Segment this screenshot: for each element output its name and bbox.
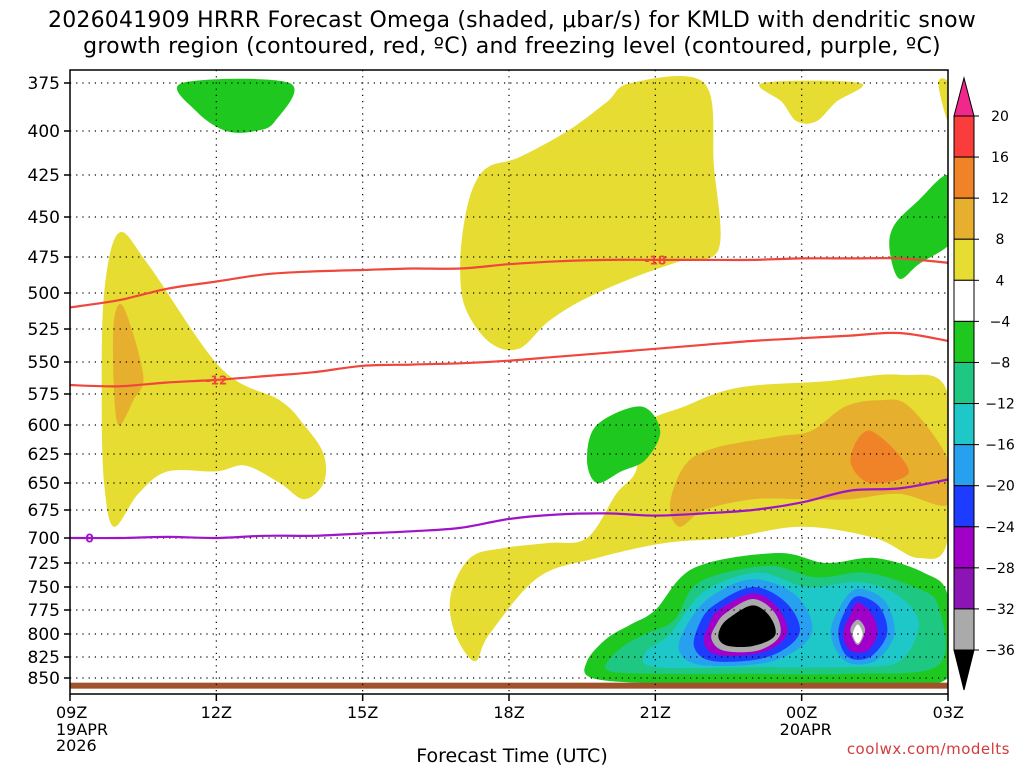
y-tick-label-750: 750 <box>28 578 60 598</box>
terrain-strip <box>70 682 948 689</box>
colorbar-label-0: 20 <box>991 109 1009 125</box>
y-tick-label-675: 675 <box>28 501 60 521</box>
colorbar: 20 16 12 8 4 −4 −8 −12 −16 −20 −24 −28 −32 −36 <box>953 76 1015 691</box>
colorbar-label-7: −12 <box>985 397 1015 413</box>
chart-title-line-2: growth region (contoured, red, ºC) and f… <box>83 34 941 59</box>
colorbar-bin-4 <box>953 279 975 322</box>
y-tick-label-825: 825 <box>28 648 60 668</box>
x-axis-label: Forecast Time (UTC) <box>416 745 608 767</box>
colorbar-bin-1 <box>953 156 975 199</box>
contour-label-dgz-minus18: -18 <box>644 253 666 267</box>
colorbar-bin-0 <box>953 115 975 158</box>
x-tick-label-12Z: 12Z <box>201 703 232 722</box>
x-date-label-2026: 2026 <box>56 736 97 755</box>
y-tick-label-600: 600 <box>28 416 60 436</box>
colorbar-label-12: −32 <box>985 602 1015 618</box>
colorbar-top-triangle <box>953 76 975 117</box>
grid-lines <box>70 70 948 694</box>
colorbar-bin-8 <box>953 444 975 487</box>
y-tick-label-475: 475 <box>28 248 60 268</box>
colorbar-bin-3 <box>953 238 975 281</box>
y-tick-label-700: 700 <box>28 529 60 549</box>
x-tick-label-09Z: 09Z <box>56 703 87 722</box>
x-date-label-20APR: 20APR <box>780 720 832 739</box>
colorbar-label-6: −8 <box>990 355 1011 371</box>
y-tick-label-800: 800 <box>28 625 60 645</box>
omega-region-green-right <box>889 174 948 279</box>
colorbar-bin-7 <box>953 403 975 446</box>
y-tick-label-625: 625 <box>28 445 60 465</box>
axes: 375 400 425 450 475 500 525 550 575 600 625 650 675 7… <box>28 69 964 755</box>
omega-region-black-core <box>718 605 776 648</box>
colorbar-label-13: −36 <box>985 643 1015 659</box>
omega-region-orange-left <box>112 304 144 426</box>
colorbar-bin-2 <box>953 197 975 240</box>
contour-dgz-minus12 <box>69 331 949 388</box>
y-tick-label-500: 500 <box>28 284 60 304</box>
omega-region-orange-lower <box>669 399 948 527</box>
colorbar-label-1: 16 <box>991 150 1009 166</box>
credit-link[interactable]: coolwx.com/modelts <box>846 740 1010 758</box>
x-tick-label-18Z: 18Z <box>493 703 524 722</box>
colorbar-bin-6 <box>953 361 975 405</box>
omega-region-green-mid <box>587 406 661 484</box>
colorbar-label-10: −24 <box>985 520 1015 536</box>
colorbar-bin-9 <box>953 485 975 528</box>
colorbar-bin-12 <box>953 608 975 651</box>
y-tick-label-400: 400 <box>28 122 60 142</box>
x-tick-label-15Z: 15Z <box>347 703 378 722</box>
contour-dgz-minus18 <box>69 256 949 309</box>
y-tick-label-550: 550 <box>28 353 60 373</box>
contour-lines: -18 -12 0 <box>69 253 949 546</box>
y-tick-label-425: 425 <box>28 166 60 186</box>
omega-region-yellow-top-right <box>759 80 864 124</box>
contour-label-freezing-0: 0 <box>85 532 93 546</box>
x-tick-label-00Z: 00Z <box>786 703 817 722</box>
contour-label-dgz-minus12: -12 <box>205 373 227 387</box>
y-tick-label-525: 525 <box>28 320 60 340</box>
y-tick-label-575: 575 <box>28 385 60 405</box>
x-date-label-19APR: 19APR <box>56 720 108 739</box>
colorbar-label-9: −20 <box>985 479 1015 495</box>
colorbar-bin-10 <box>953 526 975 569</box>
colorbar-bin-5 <box>953 320 975 363</box>
omega-region-green-top <box>176 78 295 133</box>
colorbar-label-11: −28 <box>985 561 1015 577</box>
y-tick-label-650: 650 <box>28 474 60 494</box>
colorbar-bottom-triangle <box>953 649 975 691</box>
colorbar-label-3: 8 <box>996 232 1005 248</box>
y-tick-label-850: 850 <box>28 669 60 689</box>
omega-region-orange-dark <box>850 430 909 484</box>
y-tick-label-375: 375 <box>28 74 60 94</box>
colorbar-label-5: −4 <box>990 314 1011 330</box>
omega-region-yellow-corner <box>938 78 948 122</box>
x-tick-label-21Z: 21Z <box>640 703 671 722</box>
colorbar-label-8: −16 <box>985 438 1015 454</box>
contour-freezing-0 <box>69 478 949 540</box>
chart-title-line-1: 2026041909 HRRR Forecast Omega (shaded, … <box>48 8 976 33</box>
y-tick-label-450: 450 <box>28 208 60 228</box>
colorbar-label-4: 4 <box>996 273 1005 289</box>
x-tick-label-03Z: 03Z <box>933 703 964 722</box>
y-tick-label-775: 775 <box>28 601 60 621</box>
colorbar-label-2: 12 <box>991 191 1009 207</box>
colorbar-bin-11 <box>953 567 975 610</box>
y-tick-label-725: 725 <box>28 554 60 574</box>
